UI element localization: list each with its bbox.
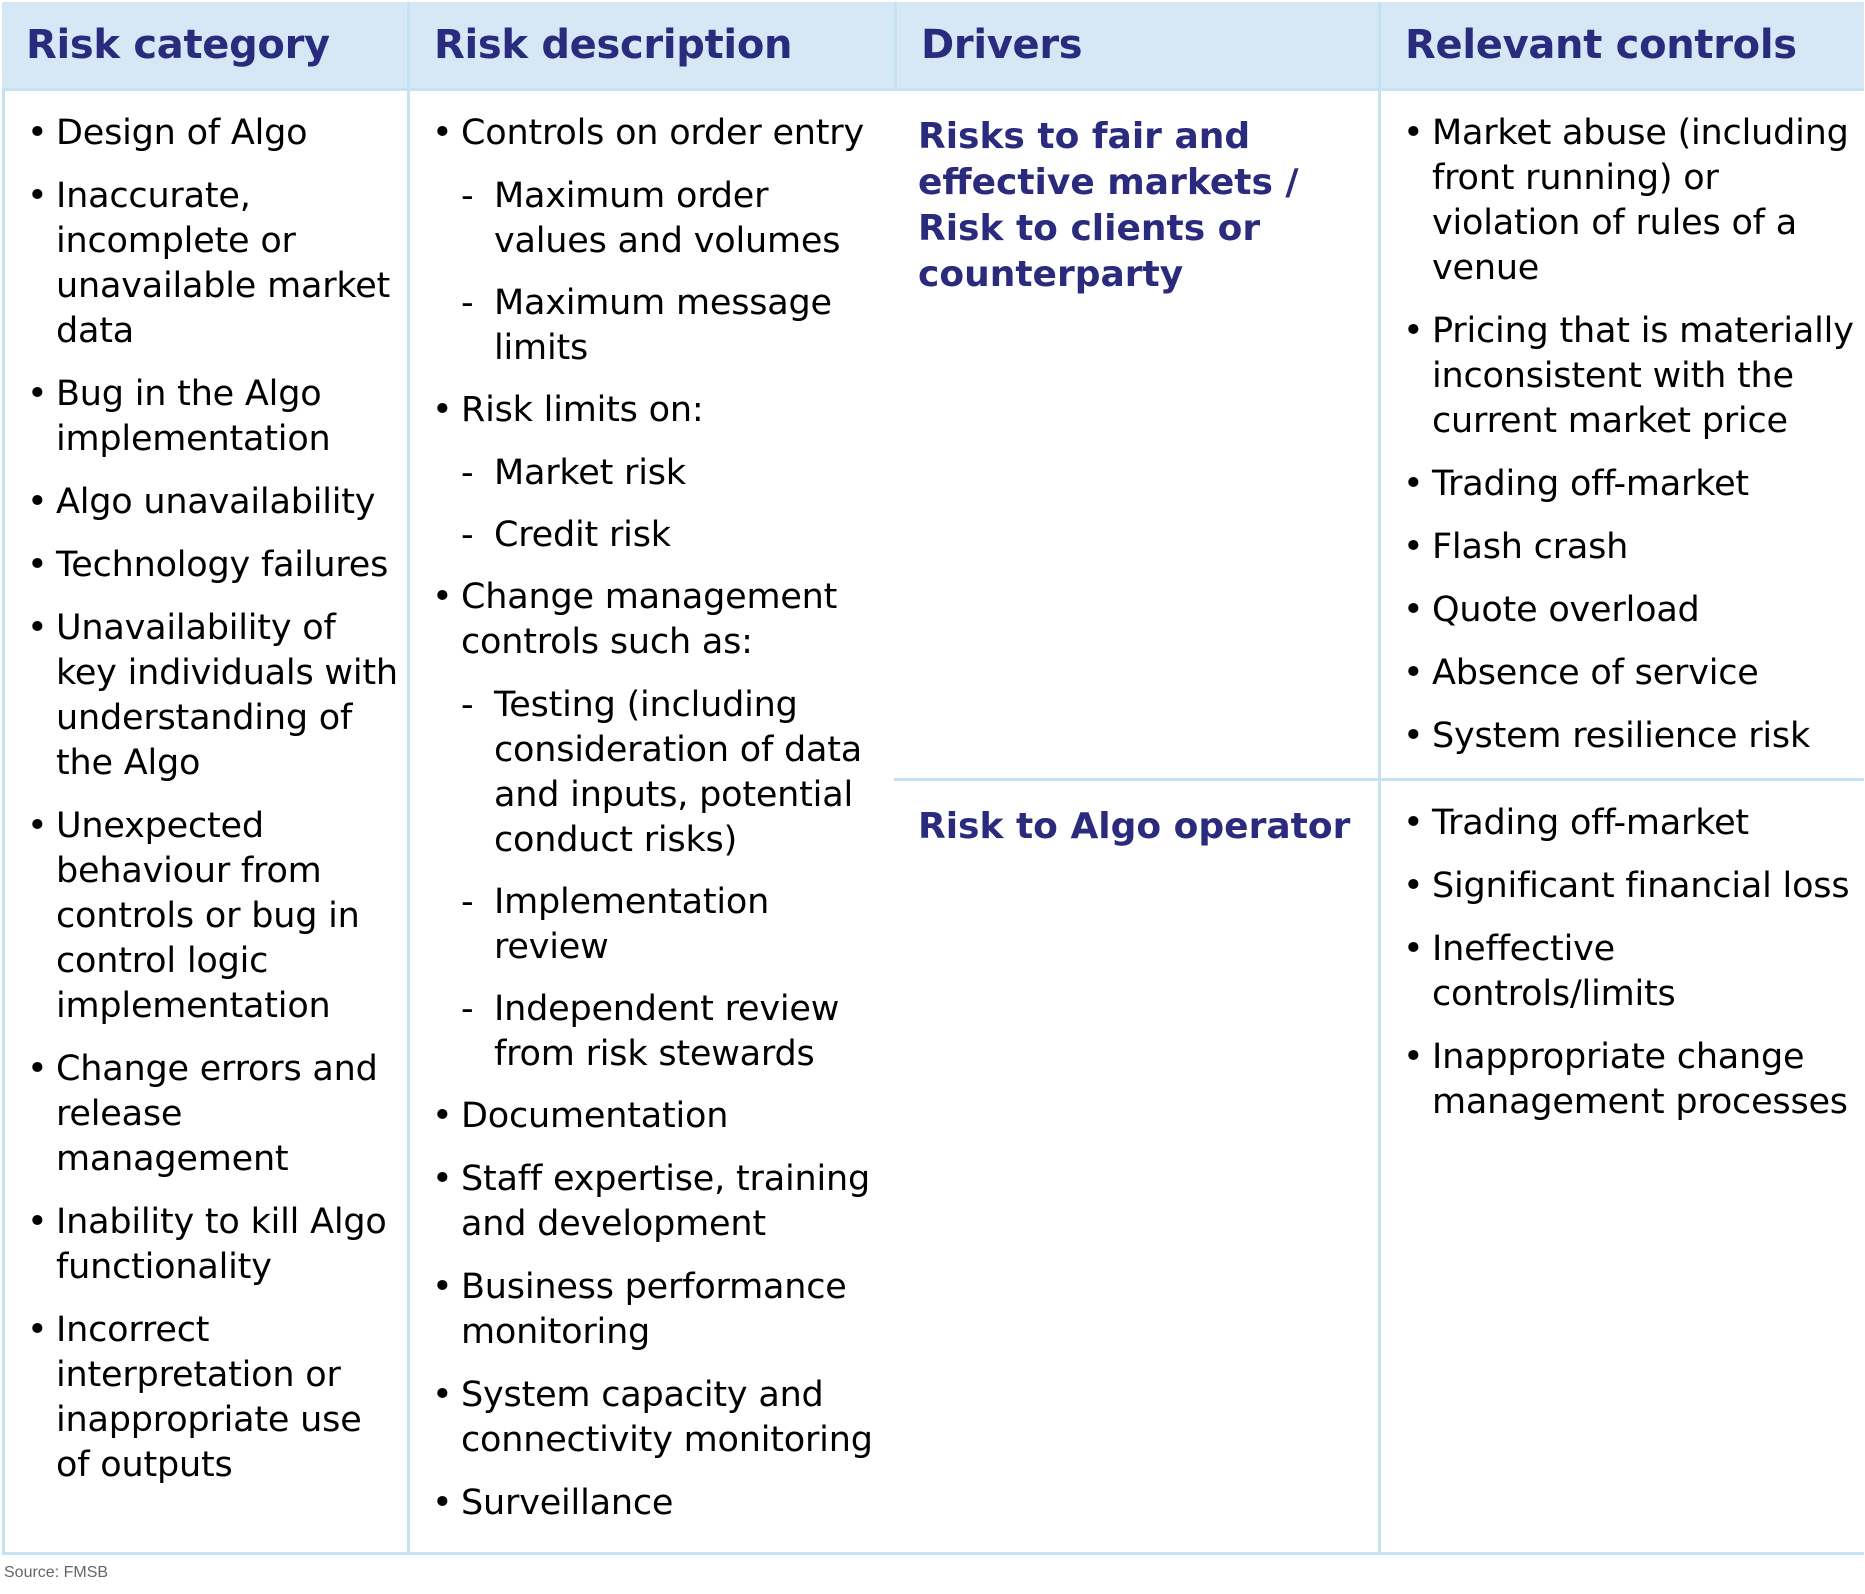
list-item: • Documentation <box>432 1096 729 1136</box>
list-item: • Technology failures <box>27 545 389 585</box>
list-item: • Absence of service <box>1403 653 1759 693</box>
list-item: • Inappropriate change management process… <box>1403 1037 1848 1122</box>
drivers-cell: • Design of Algo • Inaccurate, incomplete … <box>2 91 407 1555</box>
list-item: • Incorrect interpretation or inappropria… <box>27 1310 362 1485</box>
risk-category-market: Risks to fair and effective markets / Ri… <box>894 91 1378 781</box>
list-item: • Risk limits on: <box>432 390 704 430</box>
list-item: • Business performance monitoring <box>432 1267 847 1352</box>
sub-list-item: - Market risk <box>461 453 686 493</box>
sub-list-item: - Implementation review <box>461 882 770 967</box>
sub-list-item: - Independent review from risk stewards <box>461 989 840 1074</box>
list-item: • Controls on order entry <box>432 113 864 153</box>
list-item: • Trading off-market <box>1403 803 1749 843</box>
list-item: • Algo unavailability <box>27 482 376 522</box>
controls-cell: • Controls on order entry - Maximum order … <box>407 91 894 1555</box>
drivers-list: • Design of Algo • Inaccurate, incomplete … <box>5 91 407 1488</box>
list-item: • System resilience risk <box>1403 716 1811 756</box>
list-item: • Inaccurate, incomplete or unavailable m… <box>27 176 391 351</box>
risk-description-list-1: • Market abuse (including front running) … <box>1381 91 1864 759</box>
risk-description-list-2: • Trading off-market • Significant financi… <box>1381 781 1864 1125</box>
list-item: • Quote overload <box>1403 590 1700 630</box>
list-item: • Inability to kill Algo functionality <box>27 1202 387 1287</box>
list-item: • Bug in the Algo implementation <box>27 374 331 459</box>
list-item: • Staff expertise, training and developme… <box>432 1159 870 1244</box>
risk-description-market-cell: • Market abuse (including front running) … <box>1378 91 1864 781</box>
list-item: • Unavailability of key individuals with … <box>27 608 398 783</box>
list-item: • Significant financial loss <box>1403 866 1850 906</box>
list-item: • Unexpected behaviour from controls or b… <box>27 806 360 1026</box>
sub-list-item: - Credit risk <box>461 515 671 555</box>
list-item: • Surveillance <box>432 1483 674 1523</box>
source-note: Source: FMSB <box>4 1564 109 1581</box>
sub-list-item: - Maximum order values and volumes <box>461 176 841 261</box>
list-item: • Change errors and release management <box>27 1049 378 1179</box>
list-item: • Flash crash <box>1403 527 1629 567</box>
header-risk-description: Risk description <box>407 2 894 91</box>
list-item: • Pricing that is materially inconsistent… <box>1403 311 1854 441</box>
list-item: • Trading off-market <box>1403 464 1749 504</box>
list-item: • System capacity and connectivity monito… <box>432 1375 873 1460</box>
risk-category-algo-operator: Risk to Algo operator <box>894 781 1378 1555</box>
header-risk-category: Risk category <box>2 2 407 91</box>
risk-table: Risk category Risk description Drivers R… <box>2 2 1864 1555</box>
header-drivers: Drivers <box>894 2 1378 91</box>
risk-description-operator-cell: • Trading off-market • Significant financi… <box>1378 781 1864 1555</box>
list-item: • Ineffective controls/limits <box>1403 929 1676 1014</box>
sub-list-item: - Testing (including consideration of dat… <box>461 685 863 860</box>
list-item: • Design of Algo <box>27 113 308 153</box>
controls-list: • Controls on order entry - Maximum order … <box>410 91 894 1526</box>
header-relevant-controls: Relevant controls <box>1378 2 1864 91</box>
sub-list-item: - Maximum message limits <box>461 283 832 368</box>
list-item: • Market abuse (including front running) … <box>1403 113 1849 288</box>
list-item: • Change management controls such as: <box>432 577 838 662</box>
